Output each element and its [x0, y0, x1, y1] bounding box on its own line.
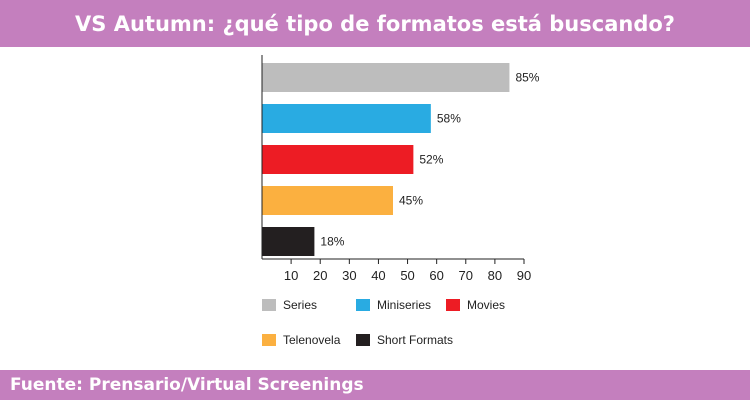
x-tick-label: 70	[459, 268, 473, 283]
value-label: 85%	[515, 71, 539, 85]
value-label: 18%	[320, 235, 344, 249]
legend-swatch	[356, 334, 370, 346]
bar-telenovela	[262, 186, 393, 215]
legend-label: Miniseries	[377, 298, 431, 312]
bar-short-formats	[262, 227, 315, 256]
bar-series	[262, 63, 510, 92]
bar-chart: 85% 58% 52% 45% 18% 10 20 30 40 50 60 70 80 90 Serie…	[261, 55, 540, 347]
legend-label: Series	[283, 298, 317, 312]
x-tick-label: 50	[400, 268, 414, 283]
value-label: 45%	[399, 194, 423, 208]
x-tick-label: 20	[313, 268, 327, 283]
chart-title-band: VS Autumn: ¿qué tipo de formatos está bu…	[0, 0, 750, 47]
chart-title: VS Autumn: ¿qué tipo de formatos está bu…	[75, 11, 675, 36]
legend-swatch	[446, 299, 460, 311]
legend-swatch	[356, 299, 370, 311]
legend-label: Telenovela	[283, 333, 341, 347]
value-label: 52%	[419, 153, 443, 167]
legend-swatch	[262, 299, 276, 311]
x-tick-label: 40	[371, 268, 385, 283]
legend-label: Movies	[467, 298, 505, 312]
x-tick-label: 60	[429, 268, 443, 283]
legend-swatch	[262, 334, 276, 346]
source-band: Fuente: Prensario/Virtual Screenings	[0, 370, 750, 400]
bar-movies	[262, 145, 414, 174]
bars: 85% 58% 52% 45% 18%	[262, 63, 540, 256]
value-label: 58%	[437, 112, 461, 126]
x-axis-ticks: 10 20 30 40 50 60 70 80 90	[284, 259, 531, 283]
legend-label: Short Formats	[377, 333, 453, 347]
bar-miniseries	[262, 104, 431, 133]
x-tick-label: 10	[284, 268, 298, 283]
x-tick-label: 90	[517, 268, 531, 283]
x-tick-label: 80	[488, 268, 502, 283]
legend: Series Miniseries Movies Telenovela Short Fo…	[262, 298, 505, 347]
x-tick-label: 30	[342, 268, 356, 283]
source-text: Fuente: Prensario/Virtual Screenings	[10, 375, 364, 395]
